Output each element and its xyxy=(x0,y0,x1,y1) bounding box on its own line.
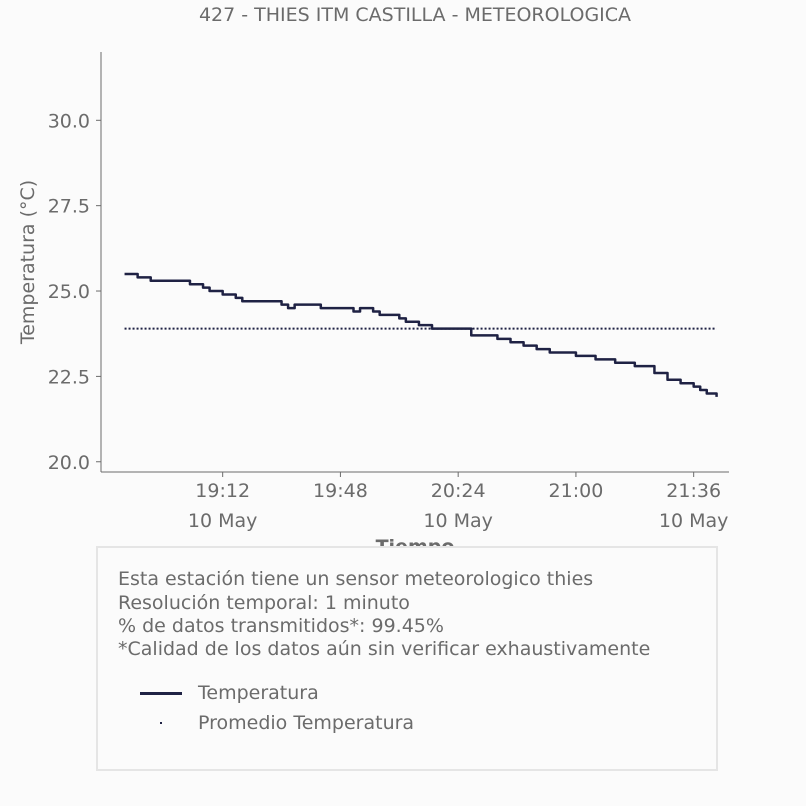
x-tick-label: 19:48 xyxy=(313,480,368,502)
plot-area xyxy=(124,272,718,397)
legend-label-promedio: Promedio Temperatura xyxy=(198,712,415,734)
temporal-resolution: Resolución temporal: 1 minuto xyxy=(118,592,410,614)
x-tick-label: 19:12 xyxy=(195,480,250,502)
y-tick-label: 20.0 xyxy=(48,452,90,474)
y-tick-label: 30.0 xyxy=(48,110,90,132)
transmitted-percentage: % de datos transmitidos*: 99.45% xyxy=(118,615,444,637)
legend-item-temperatura: Temperatura xyxy=(138,681,319,705)
quality-note: *Calidad de los datos aún sin verificar … xyxy=(118,638,651,660)
series-line-temperatura xyxy=(124,272,718,397)
x-tick-date: 10 May xyxy=(659,510,729,532)
x-tick-label: 21:36 xyxy=(666,480,721,502)
x-tick-label: 21:00 xyxy=(549,480,604,502)
station-description: Esta estación tiene un sensor meteorolog… xyxy=(118,568,594,590)
legend-item-promedio: Promedio Temperatura xyxy=(138,711,414,735)
x-tick-date: 10 May xyxy=(188,510,258,532)
x-axis: 19:12 10 May 19:48 20:24 10 May 21:00 21:36 10 … xyxy=(101,471,729,532)
legend-label-temperatura: Temperatura xyxy=(198,682,319,704)
dot-swatch-icon xyxy=(138,711,184,735)
y-tick-label: 22.5 xyxy=(48,366,90,388)
x-tick-label: 20:24 xyxy=(431,480,486,502)
chart-title: 427 - THIES ITM CASTILLA - METEOROLOGICA xyxy=(199,4,631,26)
y-tick-label: 25.0 xyxy=(48,281,90,303)
y-tick-label: 27.5 xyxy=(48,196,90,218)
x-tick-date: 10 May xyxy=(423,510,493,532)
line-swatch-icon xyxy=(138,681,184,705)
y-axis-label: Temperatura (°C) xyxy=(17,180,39,345)
y-axis: 20.0 22.5 25.0 27.5 30.0 xyxy=(48,52,102,474)
legend-panel: Esta estación tiene un sensor meteorolog… xyxy=(96,546,718,771)
